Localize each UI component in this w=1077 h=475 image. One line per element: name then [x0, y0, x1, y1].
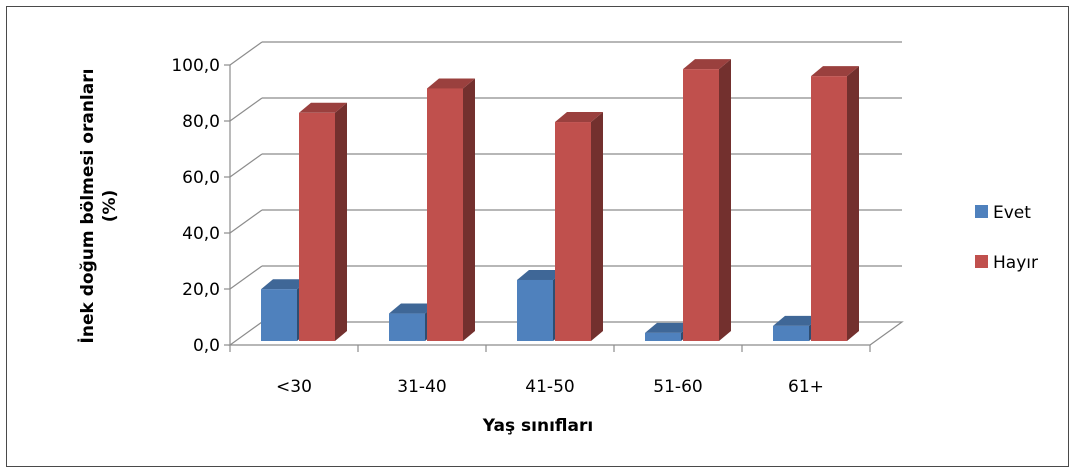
- bar-front: [517, 279, 553, 341]
- y-tick-label: 100,0: [171, 56, 220, 76]
- bar-hayır-4: [811, 66, 859, 342]
- bar-hayır-1: [427, 78, 475, 341]
- gridline-diagonal: [229, 97, 263, 122]
- gridline-diagonal: [229, 265, 263, 290]
- bar-top: [773, 315, 821, 326]
- y-tick-label: 20,0: [182, 280, 220, 300]
- bar-side: [591, 112, 603, 341]
- bar-front: [299, 112, 335, 341]
- bar-front: [427, 88, 463, 341]
- y-tick-label: 80,0: [182, 112, 220, 132]
- gridline-diagonal: [229, 209, 263, 234]
- y-tick-label: 40,0: [182, 224, 220, 244]
- bar-front: [645, 332, 681, 341]
- x-axis-title: Yaş sınıfları: [482, 416, 593, 436]
- bars-group: [261, 59, 859, 342]
- legend-label-evet: Evet: [993, 203, 1031, 223]
- bar-front: [261, 289, 297, 341]
- bar-top: [811, 66, 859, 77]
- bar-side: [335, 102, 347, 341]
- x-tick-label: 51-60: [653, 377, 702, 397]
- legend-swatch-evet: [975, 205, 988, 218]
- bar-side: [719, 59, 731, 342]
- bar-hayır-2: [555, 112, 603, 341]
- bar-top: [555, 112, 603, 123]
- gridline-diagonal: [229, 153, 263, 178]
- bar-front: [683, 69, 719, 342]
- x-tick-label: <30: [276, 377, 312, 397]
- x-tick-label: 41-50: [525, 377, 574, 397]
- x-tick-labels: <30 31-40 41-50 51-60 61+: [229, 345, 871, 397]
- bar-top: [517, 269, 565, 280]
- bar-hayır-0: [299, 102, 347, 341]
- bar-top: [683, 59, 731, 70]
- bar-front: [773, 325, 809, 341]
- legend-swatch-hayır: [975, 255, 988, 268]
- y-tick-labels: 0,0 20,0 40,0 60,0 80,0 100,0: [171, 56, 220, 356]
- bar-side: [847, 66, 859, 342]
- x-tick-label: 31-40: [397, 377, 446, 397]
- legend-label-hayır: Hayır: [993, 253, 1038, 273]
- bar-hayır-3: [683, 59, 731, 342]
- y-axis-title-line1: İnek doğum bölmesi oranları: [76, 69, 98, 344]
- bar-front: [389, 313, 425, 341]
- y-axis-title-line2: (%): [100, 190, 120, 223]
- bar-top: [645, 322, 693, 333]
- bar-front: [555, 122, 591, 341]
- bar-top: [389, 303, 437, 314]
- bar-top: [261, 279, 309, 290]
- y-axis-title: İnek doğum bölmesi oranları (%): [76, 69, 120, 344]
- bar-top: [299, 102, 347, 113]
- x-tick-label: 61+: [788, 377, 824, 397]
- bar-front: [811, 76, 847, 342]
- y-tick-label: 60,0: [182, 168, 220, 188]
- bar-side: [463, 78, 475, 341]
- legend: Evet Hayır: [975, 203, 1038, 273]
- bar-top: [427, 78, 475, 89]
- y-tick-label: 0,0: [193, 336, 220, 356]
- gridline-diagonal: [229, 41, 263, 66]
